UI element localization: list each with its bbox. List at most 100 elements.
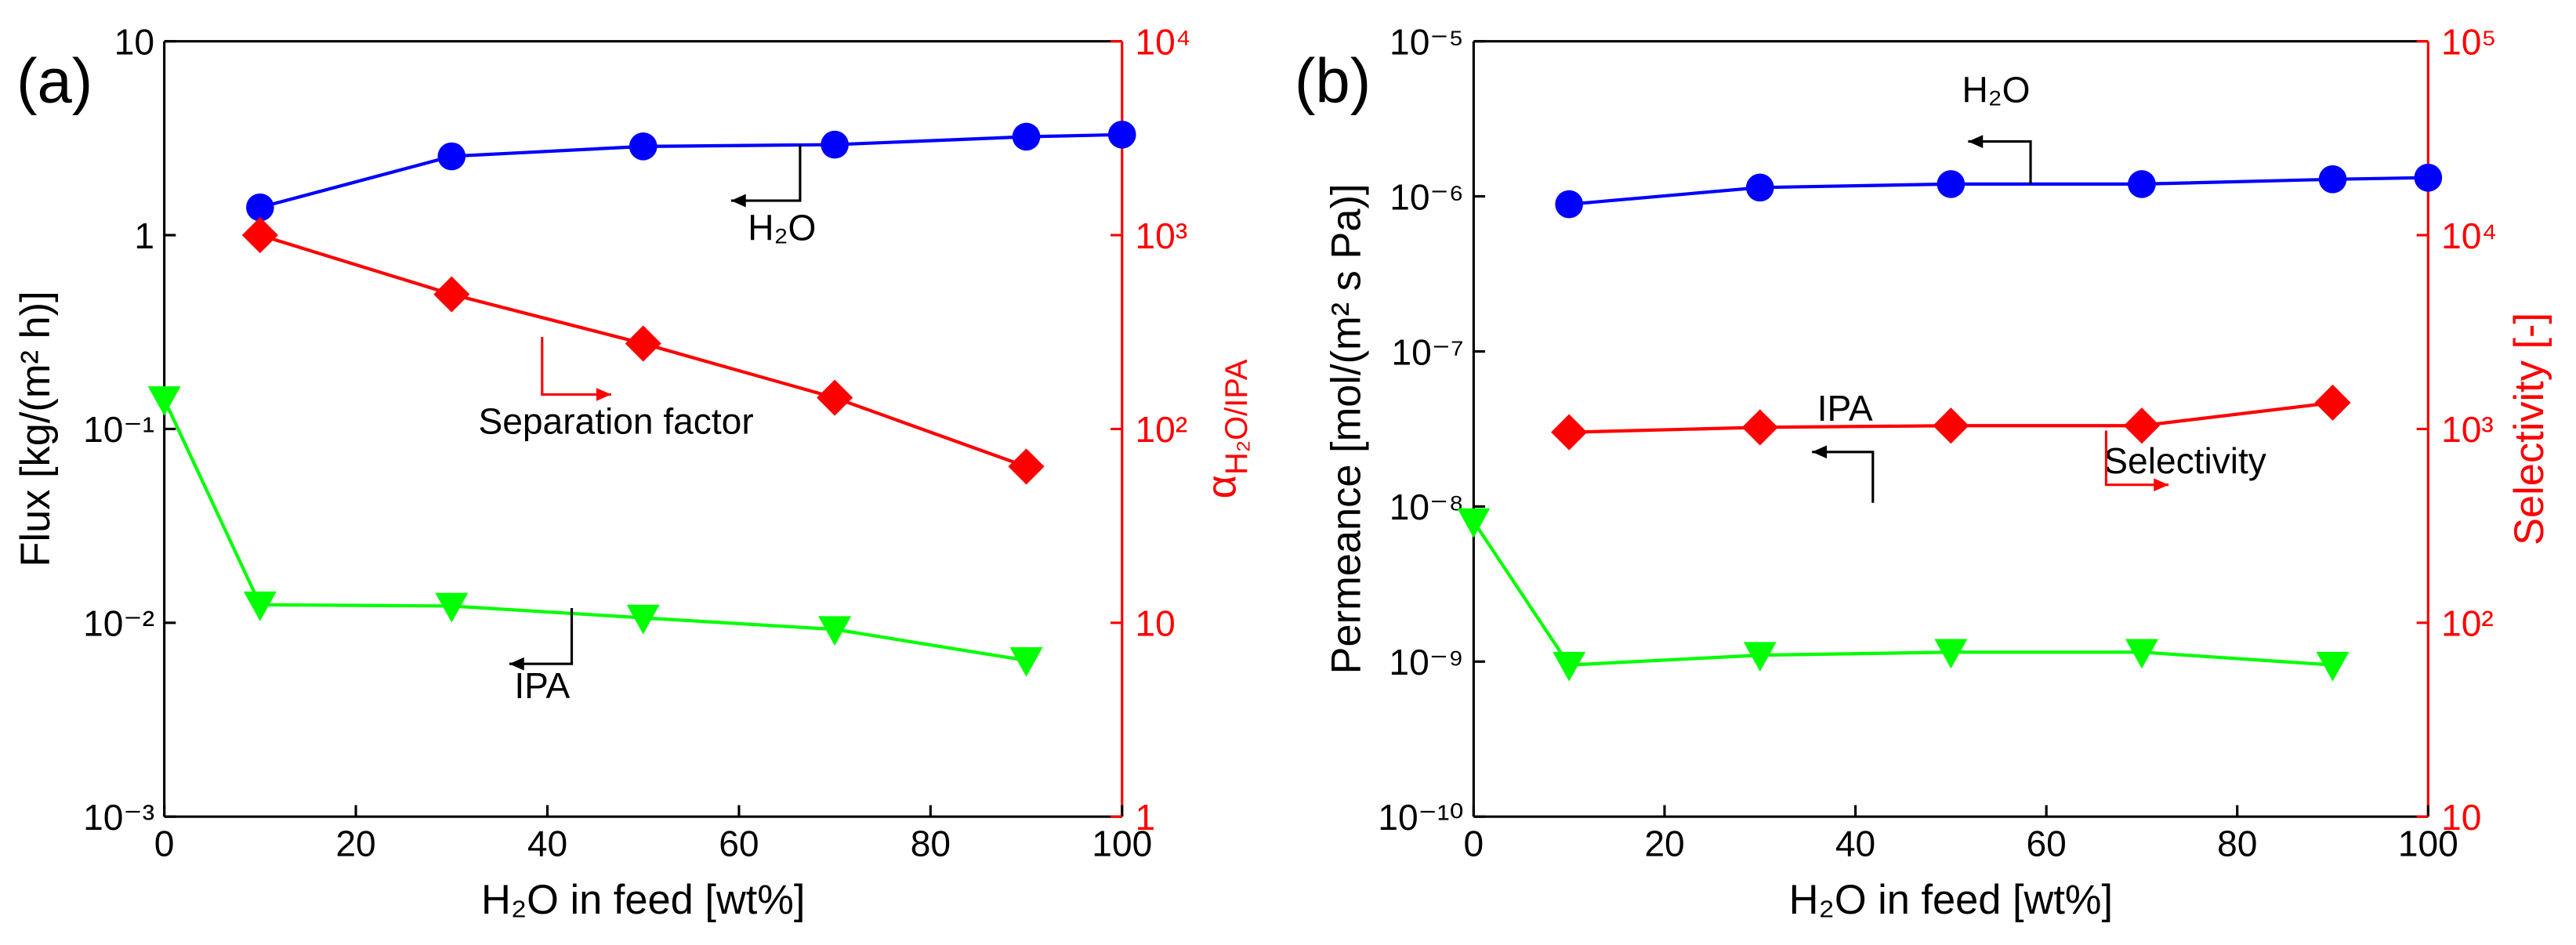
annotation-bracket	[541, 337, 611, 396]
annotation-bracket	[730, 144, 802, 202]
y-axis-label: Permeance [mol/(m² s Pa)]	[1324, 183, 1370, 674]
series-line	[162, 398, 1027, 662]
marker-diamond	[625, 325, 661, 362]
x-axis-label: H₂O in feed [wt%]	[481, 878, 805, 923]
annotation-arrowhead	[1968, 135, 1984, 148]
y2-tick-label: 1	[1136, 797, 1156, 838]
series-annotation: H₂O	[1962, 69, 2030, 110]
marker-triangle	[435, 592, 469, 623]
annotation-arrowhead	[1812, 445, 1828, 459]
y-tick-label: 10⁻⁷	[1391, 331, 1463, 372]
y-tick-label: 10⁻⁵	[1389, 21, 1464, 62]
series-annotation: H₂O	[748, 207, 816, 248]
marker-circle	[1555, 190, 1583, 219]
marker-triangle	[1457, 508, 1491, 538]
marker-circle	[1107, 121, 1136, 149]
annotation-bracket	[1812, 451, 1875, 503]
marker-diamond	[2314, 384, 2351, 421]
y2-tick-label: 10	[2441, 797, 2481, 838]
marker-triangle	[1934, 639, 1968, 669]
marker-diamond	[817, 379, 853, 416]
y-tick-label: 10⁻¹	[83, 409, 154, 450]
y-tick-label: 10⁻³	[83, 797, 154, 838]
y2-tick-label: 10⁴	[2441, 215, 2497, 256]
y-tick-label: 10⁻⁶	[1389, 176, 1464, 217]
marker-diamond	[1551, 414, 1588, 451]
y-tick-label: 10⁻²	[83, 603, 154, 644]
marker-triangle	[1009, 646, 1043, 677]
x-tick-label: 60	[719, 823, 759, 864]
marker-triangle	[2316, 651, 2350, 682]
x-tick-label: 20	[335, 823, 375, 864]
marker-circle	[246, 193, 274, 222]
x-tick-label: 40	[1835, 823, 1875, 864]
marker-circle	[2414, 163, 2443, 192]
annotation-bracket	[1968, 140, 2032, 185]
marker-circle	[2318, 165, 2347, 194]
x-tick-label: 80	[911, 823, 951, 864]
marker-triangle	[818, 616, 852, 646]
marker-triangle	[147, 386, 181, 416]
x-tick-label: 100	[1092, 823, 1152, 864]
x-tick-label: 20	[1644, 823, 1684, 864]
marker-circle	[1937, 170, 1966, 198]
marker-circle	[629, 132, 658, 161]
series-annotation: Separation factor	[479, 401, 754, 442]
x-tick-label: 60	[2027, 823, 2067, 864]
series-line	[1472, 520, 2333, 667]
series-line	[1568, 176, 2429, 206]
y-tick-label: 10⁻⁸	[1389, 487, 1464, 527]
marker-diamond	[433, 276, 470, 313]
y-tick-label: 10⁻¹⁰	[1378, 797, 1463, 838]
y-tick-label: 1	[134, 215, 154, 256]
panel-label: (b)	[1295, 45, 1371, 115]
x-tick-label: 0	[1464, 823, 1484, 864]
y2-tick-label: 10³	[1136, 215, 1188, 256]
y-tick-label: 10⁻⁹	[1389, 642, 1463, 682]
x-tick-label: 0	[154, 823, 175, 864]
marker-diamond	[2123, 407, 2161, 444]
y2-axis-label: αH₂O/IPA	[1199, 359, 1254, 498]
marker-diamond	[1008, 448, 1045, 485]
series-annotation: Selectivity	[2103, 440, 2266, 481]
annotation-arrowhead	[2154, 478, 2169, 492]
series-line	[259, 132, 1122, 209]
panel-label: (a)	[16, 45, 92, 115]
marker-circle	[2128, 170, 2156, 198]
y2-label-subscript: H₂O/IPA	[1219, 359, 1254, 475]
marker-triangle	[1743, 642, 1777, 672]
x-tick-label: 40	[527, 823, 567, 864]
marker-circle	[1745, 173, 1774, 202]
series-annotation: IPA	[1817, 388, 1873, 429]
annotation-bracket	[509, 607, 574, 665]
x-tick-label: 80	[2217, 823, 2257, 864]
y2-label-symbol: Selectivity [-]	[2507, 313, 2552, 545]
marker-triangle	[243, 591, 277, 621]
marker-circle	[821, 130, 849, 159]
marker-triangle	[626, 604, 660, 635]
marker-diamond	[241, 217, 278, 254]
marker-circle	[1012, 122, 1041, 151]
annotation-arrowhead	[509, 657, 524, 671]
series-annotation: IPA	[514, 665, 570, 706]
y2-tick-label: 10	[1136, 603, 1176, 644]
y-axis-label: Flux [kg/(m² h)]	[13, 291, 59, 567]
x-tick-label: 100	[2398, 823, 2458, 864]
marker-triangle	[1552, 651, 1586, 682]
y2-tick-label: 10³	[2441, 409, 2494, 450]
y2-tick-label: 10²	[1136, 409, 1188, 450]
y2-label-symbol: α	[1199, 475, 1245, 498]
y2-tick-label: 10²	[2441, 603, 2494, 644]
annotation-bracket	[2104, 430, 2169, 487]
x-axis-label: H₂O in feed [wt%]	[1789, 878, 2113, 923]
y2-tick-label: 10⁴	[1136, 21, 1191, 62]
y-tick-label: 10	[114, 21, 154, 62]
annotation-arrowhead	[596, 388, 611, 401]
annotation-arrowhead	[730, 194, 746, 208]
y2-axis-label: Selectivity [-]	[2507, 313, 2552, 545]
marker-triangle	[2125, 639, 2158, 669]
marker-diamond	[1741, 409, 1778, 446]
marker-circle	[437, 142, 466, 171]
